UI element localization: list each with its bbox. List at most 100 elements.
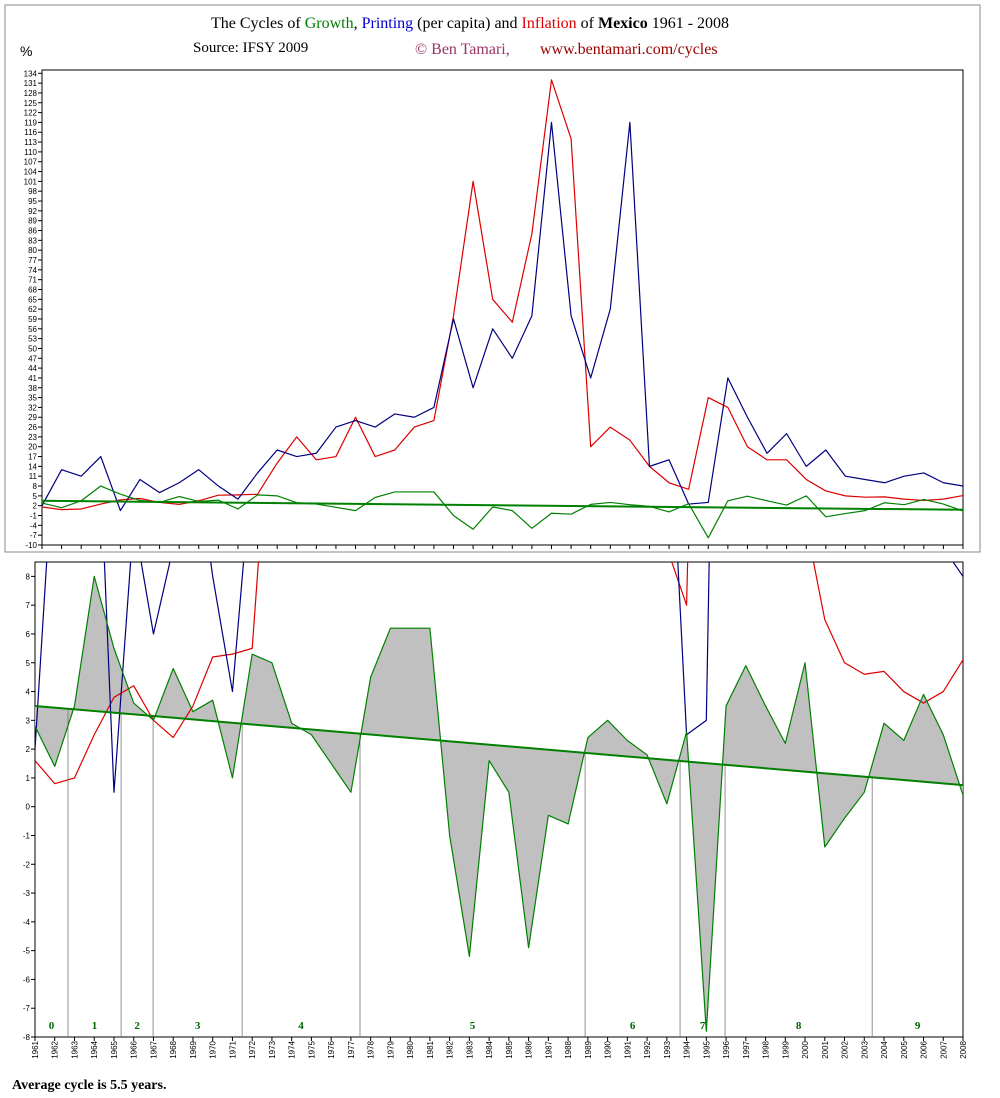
x-tick-label: 2004 (880, 1040, 889, 1058)
x-tick-label: 1977 (347, 1040, 356, 1058)
cycle-label: 8 (796, 1020, 802, 1032)
y-tick-label: 134 (24, 69, 38, 78)
y-tick-label: 62 (28, 305, 37, 314)
x-tick-label: 1979 (386, 1040, 395, 1058)
series-line (42, 485, 963, 539)
cycle-label: 7 (700, 1020, 706, 1032)
y-tick-label: 104 (24, 168, 38, 177)
title-part: of (577, 15, 598, 32)
title-part: Mexico (598, 15, 648, 32)
y-tick-label: -4 (30, 521, 38, 530)
chart-title: The Cycles of Growth, Printing (per capi… (211, 15, 729, 32)
url: www.bentamari.com/cycles (540, 41, 718, 58)
y-tick-label: 95 (28, 197, 37, 206)
trend-line (42, 499, 963, 511)
series-line (35, 575, 963, 1032)
x-tick-label: 1962 (51, 1040, 60, 1058)
y-tick-label: 32 (28, 403, 37, 412)
y-tick-label: -1 (23, 831, 31, 840)
y-tick-label: 83 (28, 236, 37, 245)
x-tick-label: 1987 (544, 1040, 553, 1058)
y-tick-label: 5 (33, 492, 38, 501)
x-tick-label: 1989 (584, 1040, 593, 1058)
x-tick-label: 1961 (31, 1040, 40, 1058)
y-tick-label: -10 (25, 541, 37, 550)
y-tick-label: 47 (28, 354, 37, 363)
y-tick-label: 86 (28, 227, 37, 236)
y-tick-label: 14 (28, 462, 37, 471)
y-tick-label: 26 (28, 423, 37, 432)
cycle-label: 9 (915, 1020, 921, 1032)
y-tick-label: 20 (28, 443, 37, 452)
y-tick-label: 8 (33, 482, 38, 491)
y-tick-label: 2 (33, 502, 38, 511)
y-tick-label: 68 (28, 285, 37, 294)
x-tick-label: 1994 (683, 1040, 692, 1058)
y-tick-label: 53 (28, 335, 37, 344)
title-part: , (354, 15, 362, 32)
x-tick-label: 1984 (485, 1040, 494, 1058)
title-part: The Cycles of (211, 15, 305, 32)
title-part: (per capita) and (413, 15, 521, 32)
y-tick-label: 74 (28, 266, 37, 275)
x-tick-label: 1964 (90, 1040, 99, 1058)
x-tick-label: 1999 (781, 1040, 790, 1058)
x-tick-label: 2005 (900, 1040, 909, 1058)
x-tick-label: 1982 (446, 1040, 455, 1058)
y-tick-label: 5 (26, 659, 31, 668)
y-tick-label: 116 (24, 128, 37, 137)
cycle-label: 1 (92, 1020, 98, 1032)
x-tick-label: 1965 (110, 1040, 119, 1058)
y-tick-label: 65 (28, 295, 37, 304)
x-tick-label: 1988 (564, 1040, 573, 1058)
cycle-label: 5 (470, 1020, 476, 1032)
frame (4, 4, 981, 553)
x-tick-label: 1978 (367, 1040, 376, 1058)
y-tick-label: 23 (28, 433, 37, 442)
y-tick-label: 125 (24, 99, 38, 108)
x-tick-label: 1996 (722, 1040, 731, 1058)
y-tick-label: -7 (30, 531, 38, 540)
source: Source: IFSY 2009 (193, 40, 308, 56)
y-tick-label: 101 (24, 177, 38, 186)
y-tick-label: 4 (26, 688, 31, 697)
y-tick-label: 29 (28, 413, 37, 422)
x-tick-label: 1981 (426, 1040, 435, 1058)
y-tick-label: 38 (28, 384, 37, 393)
x-tick-label: 2003 (860, 1040, 869, 1058)
x-tick-label: 1990 (604, 1040, 613, 1058)
x-tick-label: 1976 (327, 1040, 336, 1058)
x-tick-label: 1968 (169, 1040, 178, 1058)
cycle-label: 2 (134, 1020, 140, 1032)
x-tick-label: 1986 (525, 1040, 534, 1058)
title-part: Inflation (522, 15, 577, 32)
y-tick-label: -2 (23, 860, 31, 869)
x-tick-label: 2007 (939, 1040, 948, 1058)
x-tick-label: 2001 (821, 1040, 830, 1058)
y-tick-label: -7 (23, 1004, 31, 1013)
y-tick-label: 2 (26, 745, 31, 754)
plot-area (41, 69, 964, 546)
x-tick-label: 1972 (248, 1040, 257, 1058)
x-tick-label: 1997 (742, 1040, 751, 1058)
y-tick-label: 128 (24, 89, 38, 98)
x-tick-label: 2002 (841, 1040, 850, 1058)
y-tick-label: 17 (28, 453, 37, 462)
y-tick-label: -4 (23, 918, 31, 927)
y-tick-label: 7 (26, 601, 31, 610)
y-tick-label: 8 (26, 572, 31, 581)
x-tick-label: 1963 (70, 1040, 79, 1058)
y-tick-label: 3 (26, 716, 31, 725)
footer: Average cycle is 5.5 years. (12, 1078, 166, 1093)
x-tick-label: 1992 (643, 1040, 652, 1058)
y-tick-label: 41 (28, 374, 37, 383)
y-tick-label: 80 (28, 246, 37, 255)
y-tick-label: -6 (23, 975, 31, 984)
x-tick-label: 1971 (228, 1040, 237, 1058)
x-tick-label: 1980 (406, 1040, 415, 1058)
y-tick-label: -8 (23, 1033, 31, 1042)
plot-area (34, 561, 964, 1038)
x-tick-label: 1993 (663, 1040, 672, 1058)
y-tick-label: 11 (29, 472, 38, 481)
